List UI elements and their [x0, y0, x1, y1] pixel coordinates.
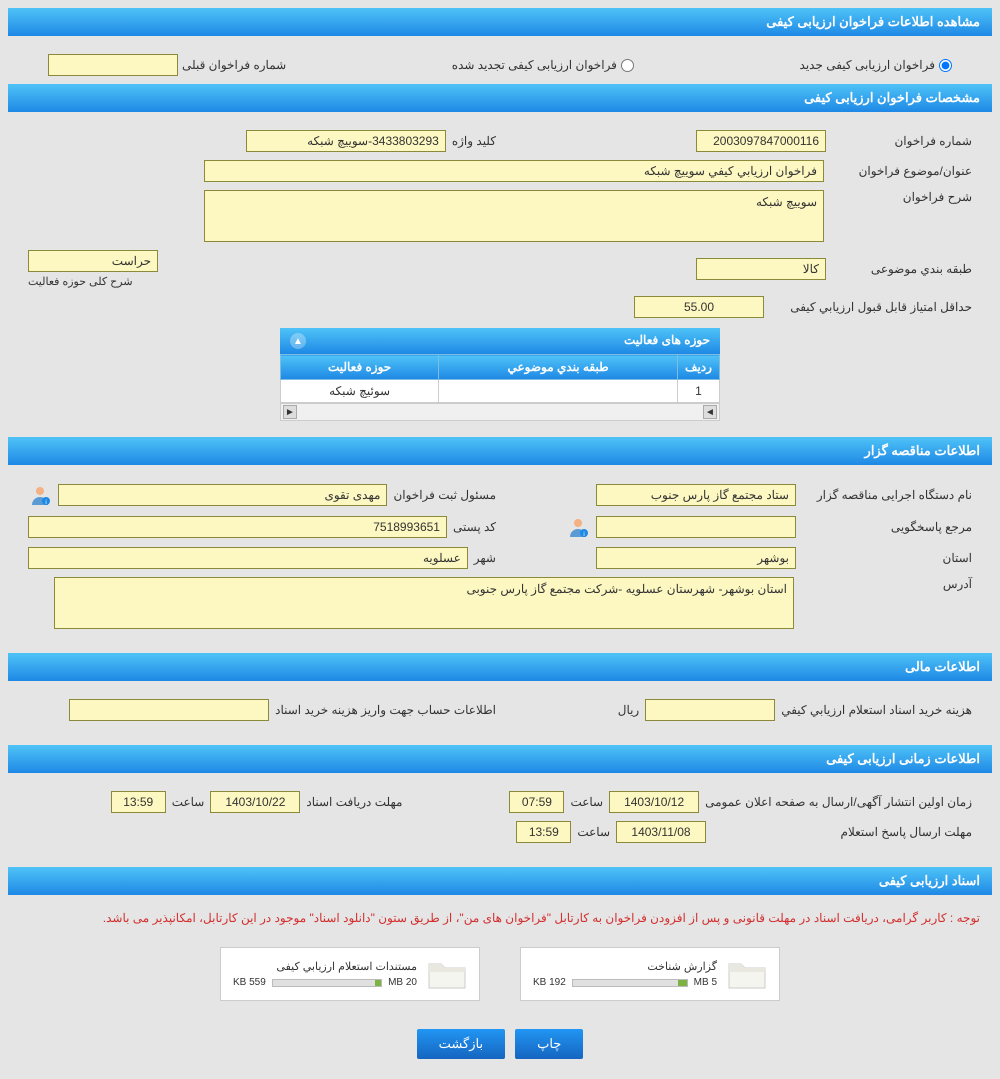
col-activity: حوزه فعالیت — [281, 355, 439, 380]
file2-max: 20 MB — [388, 977, 417, 988]
svg-text:i: i — [583, 532, 584, 538]
time-label-3: ساعت — [577, 825, 610, 839]
prev-number-label: شماره فراخوان قبلی — [182, 58, 286, 72]
account-field — [69, 699, 269, 721]
min-score-field: 55.00 — [634, 296, 764, 318]
file2-size: 559 KB — [233, 977, 266, 988]
publish-label: زمان اولين انتشار آگهی/ارسال به صفحه اعل… — [705, 795, 972, 809]
table-row: 1 سوئيچ شبكه — [281, 380, 720, 403]
warning-text: توجه : کاربر گرامی، دریافت اسناد در مهلت… — [8, 905, 992, 931]
desc-field: سوييچ شبكه — [204, 190, 824, 242]
contact-label: مرجع پاسخگویی — [802, 520, 972, 534]
svg-text:i: i — [45, 500, 46, 506]
address-field: استان بوشهر- شهرستان عسلویه -شرکت مجتمع … — [54, 577, 794, 629]
folder-icon — [727, 956, 767, 992]
title-label: عنوان/موضوع فراخوان — [832, 164, 972, 178]
doc-cost-label: هزينه خريد اسناد استعلام ارزيابي كيفي — [781, 703, 972, 717]
publish-date-field: 1403/10/12 — [609, 791, 699, 813]
table-scrollbar[interactable]: ◄ ► — [280, 403, 720, 421]
category-label: طبقه بندي موضوعی — [832, 262, 972, 276]
file-card-1[interactable]: گزارش شناخت 5 MB 192 KB — [520, 947, 780, 1001]
time-label-2: ساعت — [172, 795, 205, 809]
section-header-view: مشاهده اطلاعات فراخوان ارزیابی کیفی — [8, 8, 992, 36]
activity-table-title: حوزه های فعالیت — [624, 333, 710, 349]
activity-table: حوزه های فعالیت ▲ ردیف طبقه بندي موضوعي … — [280, 328, 720, 421]
section-header-financial: اطلاعات مالی — [8, 653, 992, 681]
file1-name: گزارش شناخت — [533, 960, 717, 973]
radio-renewed-label: فراخوان ارزیابی کیفی تجدید شده — [452, 58, 617, 72]
activity-scope-field: حراست — [28, 250, 158, 272]
time-label-1: ساعت — [570, 795, 603, 809]
receive-date-field: 1403/10/22 — [210, 791, 300, 813]
radio-new-label: فراخوان ارزیابی کیفی جدید — [800, 58, 935, 72]
city-label: شهر — [474, 551, 496, 565]
min-score-label: حداقل امتياز قابل قبول ارزيابي کيفی — [772, 300, 972, 314]
scroll-right-icon[interactable]: ► — [283, 405, 297, 419]
rial-label: ريال — [618, 703, 640, 717]
desc-label: شرح فراخوان — [832, 190, 972, 204]
keyword-field: 3433803293-سوییچ شبکه — [246, 130, 446, 152]
category-field: كالا — [696, 258, 826, 280]
province-label: استان — [802, 551, 972, 565]
section-header-docs: اسناد ارزیابی کیفی — [8, 867, 992, 895]
section-header-tenderer: اطلاعات مناقصه گزار — [8, 437, 992, 465]
registrar-label: مسئول ثبت فراخوان — [393, 488, 496, 502]
receive-label: مهلت دریافت اسناد — [306, 795, 402, 809]
publish-time-field: 07:59 — [509, 791, 564, 813]
org-label: نام دستگاه اجرایی مناقصه گزار — [802, 488, 972, 502]
reply-time-field: 13:59 — [516, 821, 571, 843]
org-field: ستاد مجتمع گاز پارس جنوب — [596, 484, 796, 506]
cell-activity: سوئيچ شبكه — [281, 380, 439, 403]
col-row: ردیف — [678, 355, 720, 380]
file-card-2[interactable]: مستندات استعلام ارزيابي کيفی 20 MB 559 K… — [220, 947, 480, 1001]
postal-field: 7518993651 — [28, 516, 447, 538]
person-icon: i — [28, 483, 52, 507]
address-label: آدرس — [802, 577, 972, 591]
folder-icon-2 — [427, 956, 467, 992]
file2-name: مستندات استعلام ارزيابي کيفی — [233, 960, 417, 973]
title-field: فراخوان ارزيابي كيفي سوييچ شبكه — [204, 160, 824, 182]
file1-max: 5 MB — [694, 977, 717, 988]
section-header-timing: اطلاعات زمانی ارزیابی کیفی — [8, 745, 992, 773]
call-number-label: شماره فراخوان — [832, 134, 972, 148]
file1-size: 192 KB — [533, 977, 566, 988]
call-number-field: 2003097847000116 — [696, 130, 826, 152]
col-category: طبقه بندي موضوعي — [439, 355, 678, 380]
keyword-label: کلید واژه — [452, 134, 496, 148]
cell-category — [439, 380, 678, 403]
reply-label: مهلت ارسال پاسخ استعلام — [712, 825, 972, 839]
registrar-field: مهدی تقوی — [58, 484, 387, 506]
contact-field — [596, 516, 796, 538]
section-header-spec: مشخصات فراخوان ارزیابی کیفی — [8, 84, 992, 112]
scroll-left-icon[interactable]: ◄ — [703, 405, 717, 419]
doc-cost-field — [645, 699, 775, 721]
account-label: اطلاعات حساب جهت واریز هزینه خرید اسناد — [275, 703, 496, 717]
person-icon-2: i — [566, 515, 590, 539]
prev-number-field — [48, 54, 178, 76]
cell-idx: 1 — [678, 380, 720, 403]
postal-label: کد پستی — [453, 520, 496, 534]
activity-scope-label: شرح کلی حوزه فعالیت — [28, 275, 133, 288]
print-button[interactable]: چاپ — [515, 1029, 583, 1059]
province-field: بوشهر — [596, 547, 796, 569]
receive-time-field: 13:59 — [111, 791, 166, 813]
mode-row: فراخوان ارزیابی کیفی جدید فراخوان ارزیاب… — [8, 46, 992, 84]
collapse-icon[interactable]: ▲ — [290, 333, 306, 349]
reply-date-field: 1403/11/08 — [616, 821, 706, 843]
back-button[interactable]: بازگشت — [417, 1029, 505, 1059]
radio-new[interactable] — [939, 59, 952, 72]
city-field: عسلويه — [28, 547, 468, 569]
radio-renewed[interactable] — [621, 59, 634, 72]
